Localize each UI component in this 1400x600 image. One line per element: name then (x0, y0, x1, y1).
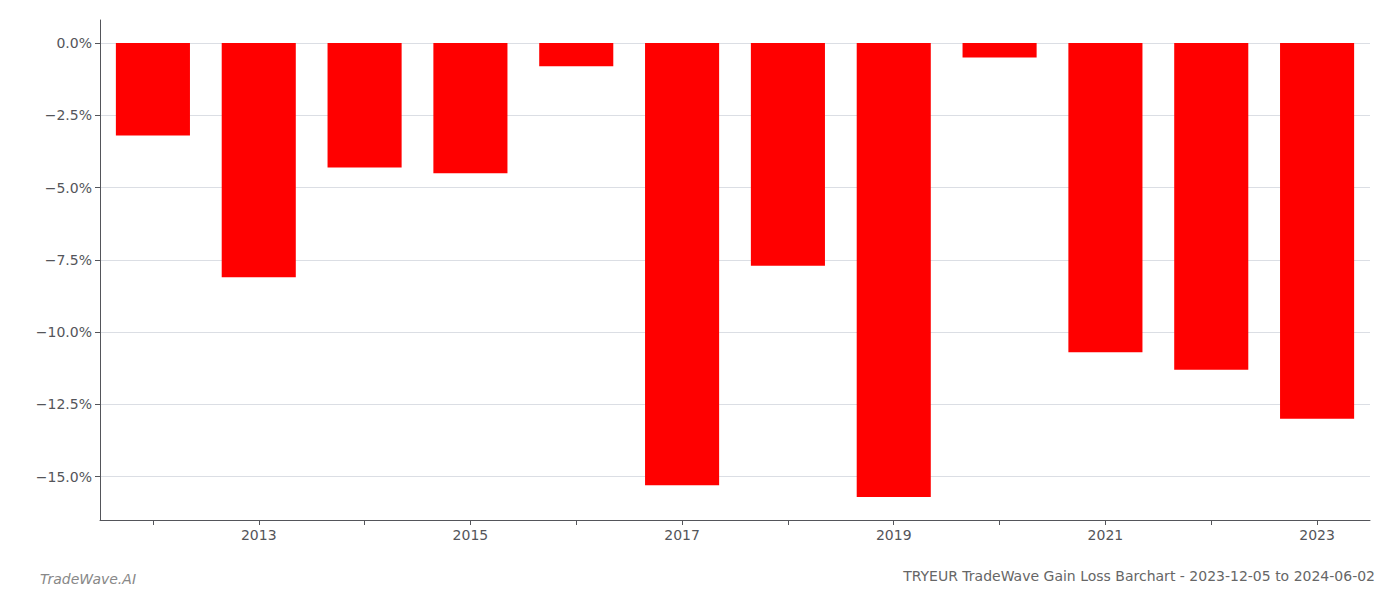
svg-text:2021: 2021 (1088, 527, 1124, 543)
svg-text:TradeWave.AI: TradeWave.AI (40, 571, 136, 587)
svg-text:2023: 2023 (1299, 527, 1335, 543)
svg-text:−2.5%: −2.5% (45, 107, 92, 123)
svg-text:−10.0%: −10.0% (36, 324, 92, 340)
svg-text:2013: 2013 (241, 527, 277, 543)
svg-text:2015: 2015 (453, 527, 489, 543)
svg-text:−15.0%: −15.0% (36, 469, 92, 485)
svg-text:TRYEUR TradeWave Gain Loss Bar: TRYEUR TradeWave Gain Loss Barchart - 20… (902, 568, 1375, 584)
svg-text:−12.5%: −12.5% (36, 396, 92, 412)
svg-text:−7.5%: −7.5% (45, 252, 92, 268)
svg-text:0.0%: 0.0% (56, 35, 92, 51)
svg-text:−5.0%: −5.0% (45, 180, 92, 196)
svg-text:2019: 2019 (876, 527, 912, 543)
svg-text:2017: 2017 (664, 527, 700, 543)
